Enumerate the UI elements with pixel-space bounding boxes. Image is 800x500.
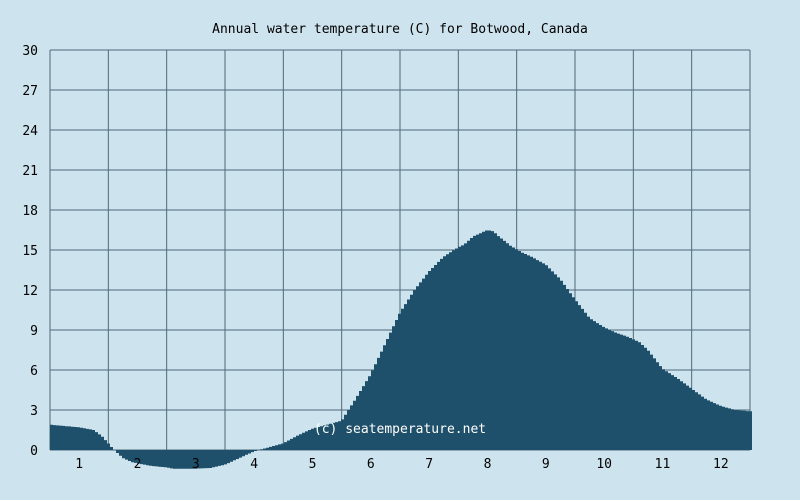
y-tick-label: 6 (30, 364, 38, 379)
x-tick-label: 7 (425, 457, 433, 472)
x-tick-label: 6 (367, 457, 375, 472)
chart-title: Annual water temperature (C) for Botwood… (212, 22, 588, 37)
plot-area (50, 230, 752, 469)
x-tick-label: 5 (309, 457, 317, 472)
x-tick-label: 1 (75, 457, 83, 472)
y-tick-label: 30 (22, 44, 38, 59)
series-area (50, 230, 752, 469)
x-tick-label: 2 (134, 457, 142, 472)
y-tick-label: 12 (22, 284, 38, 299)
y-tick-label: 9 (30, 324, 38, 339)
y-tick-label: 18 (22, 204, 38, 219)
x-tick-label: 11 (655, 457, 671, 472)
y-tick-label: 27 (22, 84, 38, 99)
x-tick-label: 4 (250, 457, 258, 472)
y-tick-label: 3 (30, 404, 38, 419)
y-tick-label: 15 (22, 244, 38, 259)
x-tick-label: 8 (484, 457, 492, 472)
x-tick-label: 3 (192, 457, 200, 472)
y-tick-label: 0 (30, 444, 38, 459)
y-tick-label: 21 (22, 164, 38, 179)
watermark: (c) seatemperature.net (314, 422, 486, 437)
y-tick-label: 24 (22, 124, 38, 139)
x-tick-label: 9 (542, 457, 550, 472)
x-tick-label: 10 (596, 457, 612, 472)
x-tick-label: 12 (713, 457, 729, 472)
